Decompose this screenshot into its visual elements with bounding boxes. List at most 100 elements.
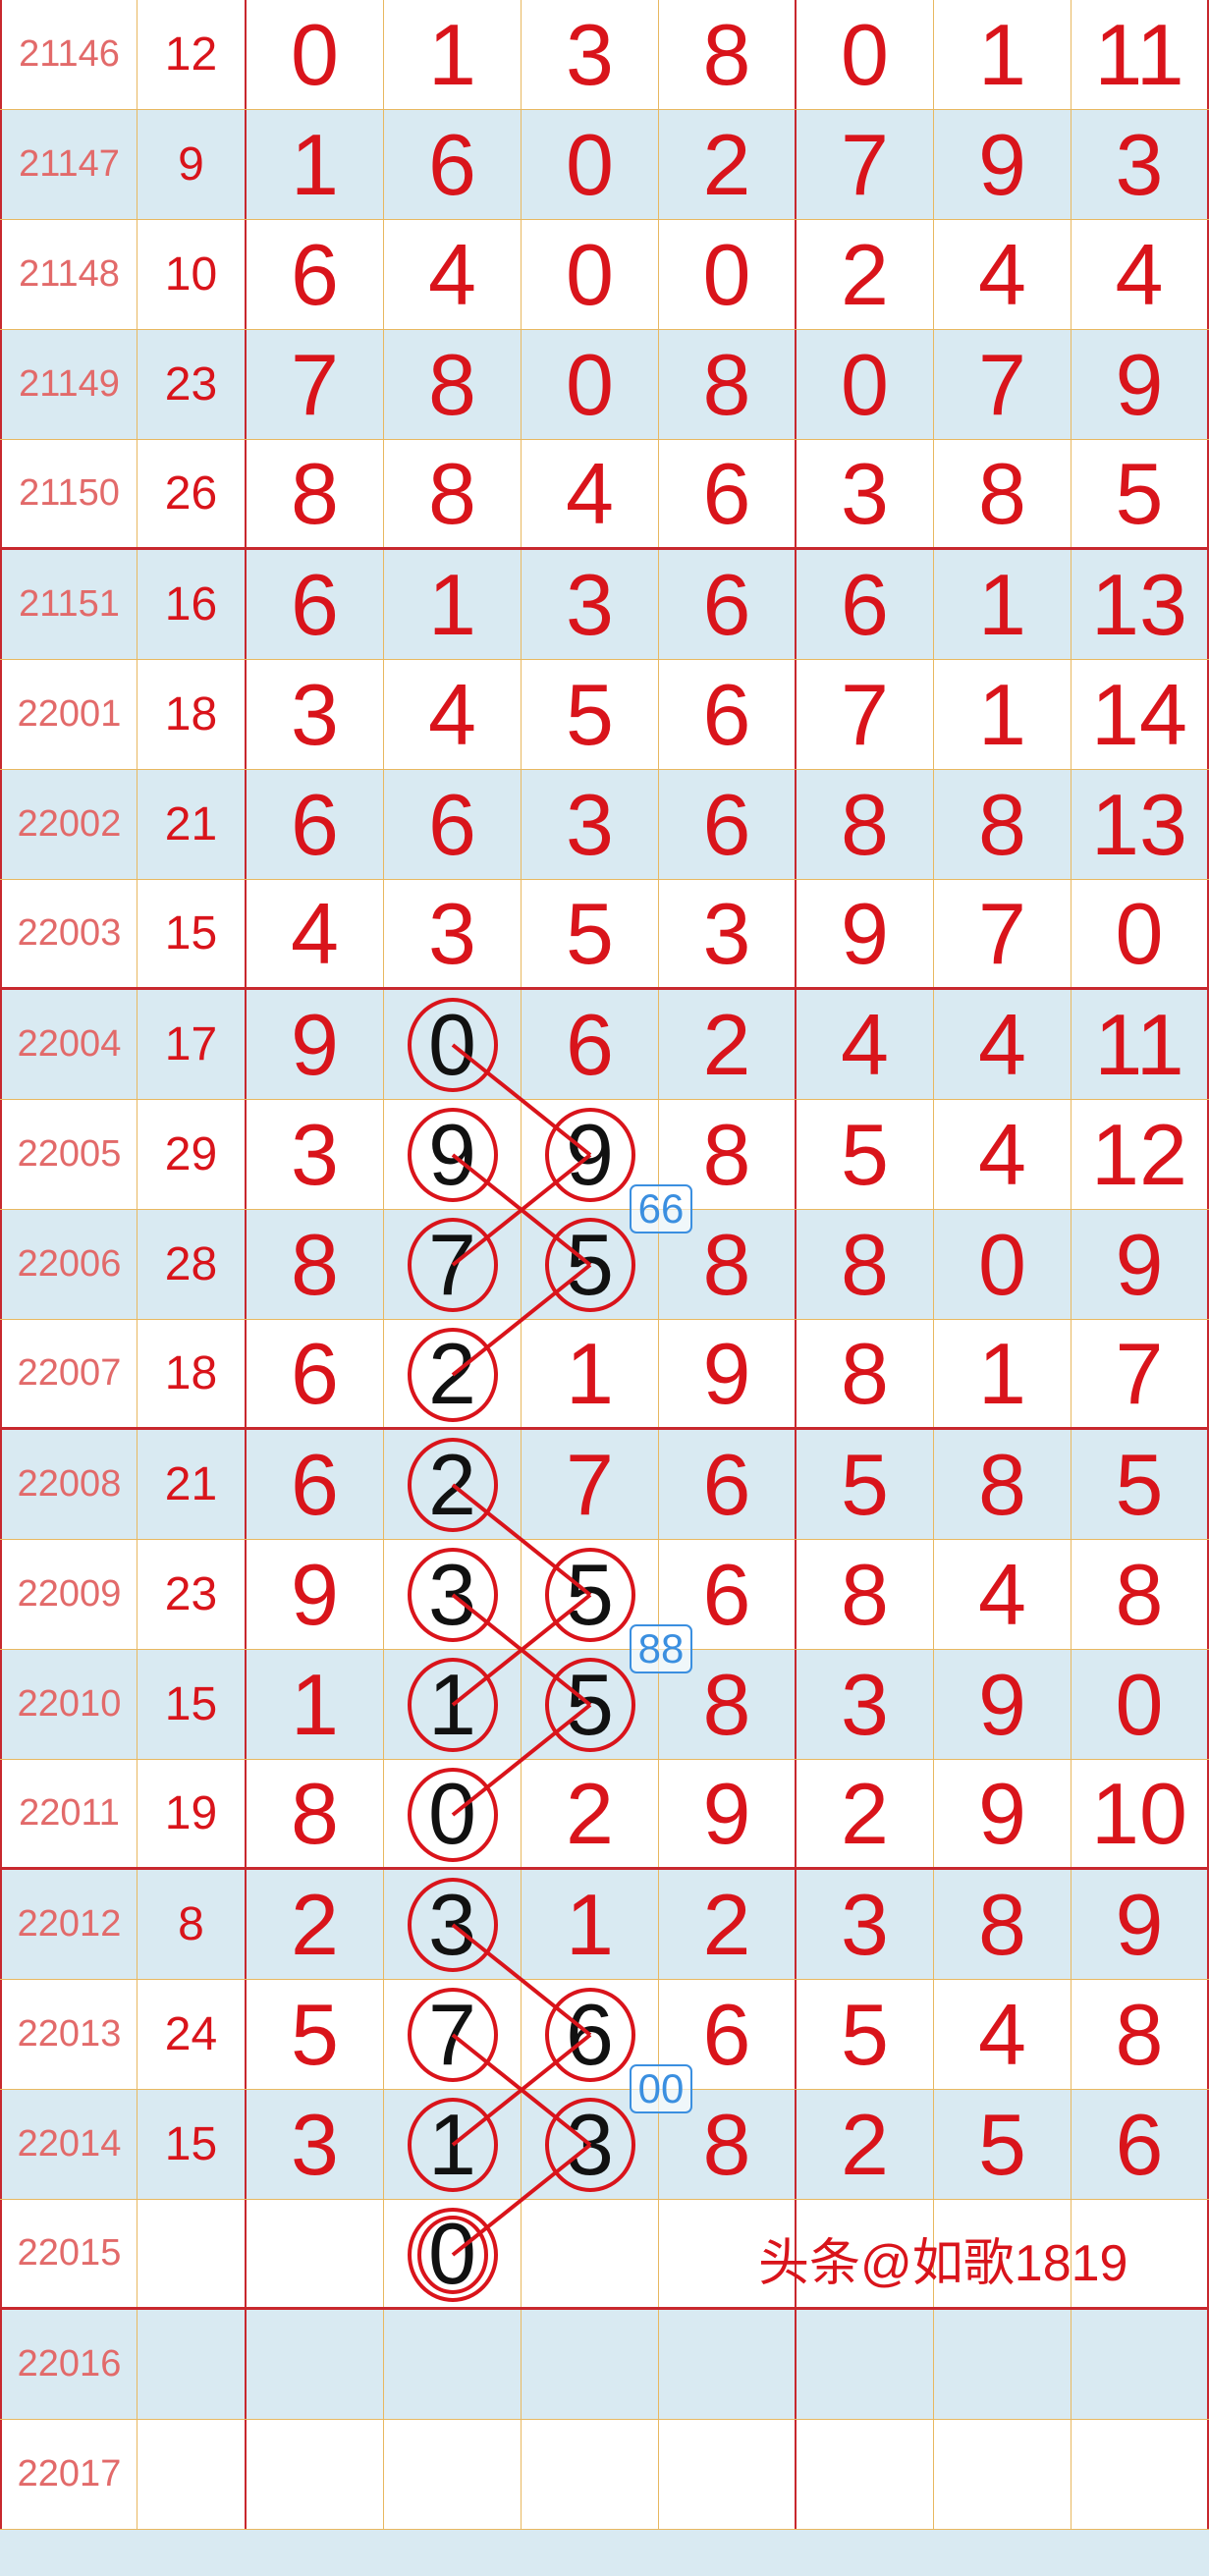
digit-cell: 4 (934, 990, 1072, 1099)
digit-cell: 5 (797, 1100, 934, 1209)
digit-cell (797, 2200, 934, 2307)
table-row: 22012 8 2 3 1 2 3 8 9 (0, 1870, 1209, 1980)
table-row: 22002 21 6 6 3 6 8 8 13 (0, 770, 1209, 880)
digit-cell: 0 (1072, 1650, 1209, 1759)
digit-cell: 6 (384, 110, 522, 219)
sum-value: 12 (137, 0, 247, 109)
digit-cell: 9 (659, 1320, 797, 1427)
digit-cell: 8 (247, 1760, 384, 1867)
digit-cell: 6 (247, 770, 384, 879)
digit-cell: 8 (659, 330, 797, 439)
digit-cell: 0 (384, 1760, 522, 1867)
digit-cell: 7 (797, 660, 934, 769)
digit-cell: 1 (934, 0, 1072, 109)
issue-number: 22007 (0, 1320, 137, 1427)
digit-cell: 11 (1072, 0, 1209, 109)
sum-value: 8 (137, 1870, 247, 1979)
digit-cell: 9 (1072, 1210, 1209, 1319)
table-row: 21146 12 0 1 3 8 0 1 11 (0, 0, 1209, 110)
digit-cell (522, 2200, 659, 2307)
digit-cell: 0 (797, 0, 934, 109)
table-row: 22011 19 8 0 2 9 2 9 10 (0, 1760, 1209, 1870)
digit-cell: 3 (1072, 110, 1209, 219)
sum-value: 29 (137, 1100, 247, 1209)
sum-value: 24 (137, 1980, 247, 2089)
digit-cell: 5 (1072, 440, 1209, 547)
digit-cell (247, 2200, 384, 2307)
digit-cell: 8 (659, 1210, 797, 1319)
issue-number: 22015 (0, 2200, 137, 2307)
digit-cell: 1 (934, 1320, 1072, 1427)
sum-value: 23 (137, 330, 247, 439)
digit-cell: 9 (934, 1650, 1072, 1759)
issue-number: 22006 (0, 1210, 137, 1319)
table-row: 22007 18 6 2 1 9 8 1 7 (0, 1320, 1209, 1430)
digit-cell: 8 (934, 770, 1072, 879)
digit-cell (934, 2310, 1072, 2419)
digit-cell: 0 (522, 220, 659, 329)
digit-cell: 9 (1072, 1870, 1209, 1979)
digit-cell: 3 (384, 880, 522, 987)
issue-number: 21147 (0, 110, 137, 219)
digit-cell (934, 2200, 1072, 2307)
digit-cell: 7 (934, 880, 1072, 987)
sum-value: 21 (137, 1430, 247, 1539)
digit-cell: 3 (659, 880, 797, 987)
issue-number: 21149 (0, 330, 137, 439)
digit-cell: 2 (659, 1870, 797, 1979)
digit-cell: 0 (384, 990, 522, 1099)
digit-cell: 6 (797, 550, 934, 659)
table-row: 21150 26 8 8 4 6 3 8 5 (0, 440, 1209, 550)
sum-value: 10 (137, 220, 247, 329)
digit-cell: 8 (1072, 1540, 1209, 1649)
digit-cell: 3 (522, 770, 659, 879)
watermark: 头条@如歌1819 (758, 2235, 1128, 2292)
digit-cell: 7 (384, 1980, 522, 2089)
sum-value (137, 2420, 247, 2529)
digit-cell: 5 (797, 1980, 934, 2089)
digit-cell (797, 2310, 934, 2419)
table-row: 22013 24 5 7 6 6 5 4 8 (0, 1980, 1209, 2090)
digit-cell: 6 (247, 1320, 384, 1427)
digit-cell (659, 2420, 797, 2529)
digit-cell (247, 2310, 384, 2419)
digit-cell: 8 (797, 1320, 934, 1427)
issue-number: 22005 (0, 1100, 137, 1209)
digit-cell: 5 (797, 1430, 934, 1539)
sum-value: 15 (137, 880, 247, 987)
digit-cell: 3 (384, 1540, 522, 1649)
digit-cell: 8 (384, 330, 522, 439)
pair-badge: 66 (630, 1184, 692, 1233)
issue-number: 22010 (0, 1650, 137, 1759)
digit-cell: 10 (1072, 1760, 1209, 1867)
table-row: 22005 29 3 9 9 8 5 4 12 (0, 1100, 1209, 1210)
digit-cell: 6 (659, 550, 797, 659)
issue-number: 22016 (0, 2310, 137, 2419)
digit-cell: 4 (934, 1100, 1072, 1209)
table-row: 22008 21 6 2 7 6 5 8 5 (0, 1430, 1209, 1540)
digit-cell: 0 (384, 2200, 522, 2307)
digit-cell: 3 (522, 0, 659, 109)
issue-number: 22011 (0, 1760, 137, 1867)
digit-cell: 3 (797, 440, 934, 547)
digit-cell: 6 (247, 220, 384, 329)
digit-cell: 1 (522, 1320, 659, 1427)
sum-value: 23 (137, 1540, 247, 1649)
digit-cell: 8 (659, 1100, 797, 1209)
digit-cell: 1 (384, 1650, 522, 1759)
digit-cell: 4 (384, 220, 522, 329)
digit-cell: 4 (797, 990, 934, 1099)
issue-number: 21151 (0, 550, 137, 659)
digit-cell: 8 (384, 440, 522, 547)
digit-cell: 3 (247, 660, 384, 769)
digit-cell: 9 (247, 990, 384, 1099)
digit-cell (247, 2420, 384, 2529)
digit-cell (384, 2310, 522, 2419)
issue-number: 22017 (0, 2420, 137, 2529)
table-row: 21148 10 6 4 0 0 2 4 4 (0, 220, 1209, 330)
digit-cell: 8 (934, 440, 1072, 547)
digit-cell: 9 (797, 880, 934, 987)
digit-cell: 9 (247, 1540, 384, 1649)
